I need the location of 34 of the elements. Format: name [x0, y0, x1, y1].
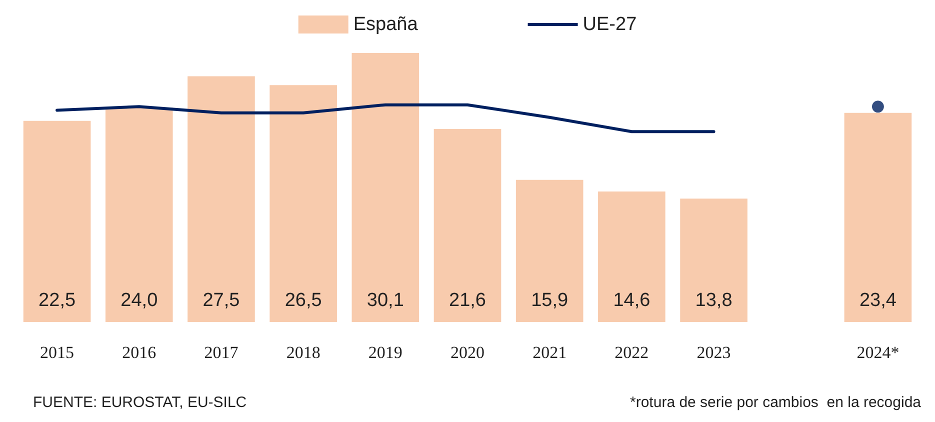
data-label: 13,8: [695, 290, 732, 311]
data-label: 14,6: [613, 290, 650, 311]
data-label: 26,5: [284, 290, 322, 311]
x-tick-label: 2016: [122, 343, 156, 362]
data-label: 22,5: [38, 290, 76, 311]
source-note: FUENTE: EUROSTAT, EU-SILC: [33, 394, 247, 411]
x-tick-label: 2023: [696, 343, 731, 362]
bar: [598, 192, 666, 322]
text: *rotura de serie por cambios en la recogida: [630, 394, 922, 411]
data-label: 23,4: [859, 290, 897, 311]
legend-label: España: [353, 14, 418, 35]
data-label: 21,6: [449, 290, 486, 311]
data-label: 30,1: [366, 290, 404, 311]
data-label: 27,5: [202, 290, 240, 311]
x-tick-label: 2017: [204, 343, 239, 362]
data-label: 24,0: [120, 290, 158, 311]
bar: [23, 120, 91, 322]
legend-label: UE-27: [582, 14, 637, 35]
data-label: 15,9: [531, 290, 568, 311]
bar: [352, 53, 420, 322]
x-tick-label: 2022: [614, 343, 649, 362]
bar: [844, 112, 912, 322]
x-tick-label: 2024*: [856, 343, 900, 362]
x-tick-label: 2019: [368, 343, 402, 362]
x-tick-label: 2020: [450, 343, 484, 362]
bar: [270, 85, 337, 322]
bar: [188, 76, 255, 322]
bar: [434, 128, 502, 322]
x-tick-label: 2021: [532, 343, 567, 362]
bar: [680, 198, 748, 322]
x-tick-label: 2015: [40, 343, 74, 362]
bar: [105, 108, 173, 322]
x-tick-label: 2018: [286, 343, 320, 362]
bar: [516, 180, 584, 322]
